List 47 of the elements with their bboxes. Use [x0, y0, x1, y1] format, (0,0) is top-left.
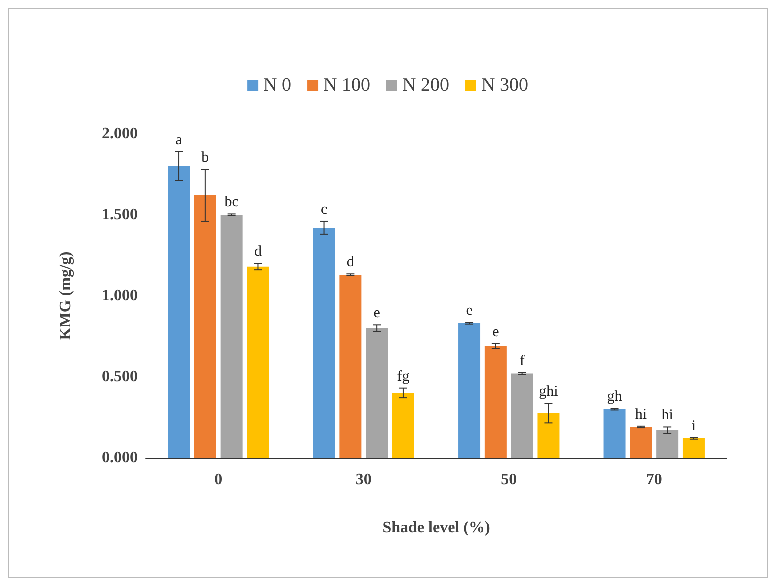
- bar: [366, 328, 388, 458]
- bar: [511, 374, 534, 458]
- bar: [458, 324, 481, 458]
- x-tick-label: 70: [646, 472, 662, 488]
- legend-label: N 200: [402, 75, 450, 96]
- y-axis-title: KMG (mg/g): [58, 252, 74, 340]
- data-label: i: [692, 418, 696, 434]
- bar: [194, 196, 216, 458]
- data-label: bc: [224, 194, 240, 211]
- data-label: e: [492, 324, 500, 340]
- bar: [630, 427, 652, 458]
- bar: [168, 166, 190, 458]
- data-label: f: [520, 353, 525, 370]
- x-tick-label: 50: [501, 472, 518, 488]
- bar: [538, 413, 560, 458]
- bar: [484, 346, 507, 458]
- bar: [682, 438, 705, 458]
- bar: [313, 228, 336, 458]
- legend-label: N 0: [264, 75, 292, 96]
- bar: [656, 430, 679, 458]
- data-label: hi: [635, 406, 648, 423]
- data-label: hi: [662, 408, 674, 424]
- legend-label: N 100: [324, 75, 371, 96]
- bar: [604, 409, 626, 458]
- data-label: gh: [607, 389, 623, 406]
- data-label: b: [202, 150, 210, 166]
- data-label: c: [320, 202, 328, 218]
- data-label: ghi: [539, 384, 558, 400]
- y-tick-label: 0.500: [102, 368, 138, 386]
- x-tick-label: 0: [214, 472, 223, 488]
- y-tick-label: 2.000: [102, 126, 138, 142]
- bar: [340, 274, 362, 458]
- x-tick-label: 30: [356, 472, 372, 488]
- bar: [220, 215, 243, 458]
- bar: [247, 266, 270, 458]
- data-label: fg: [397, 368, 410, 385]
- legend-label: N 300: [481, 75, 528, 96]
- data-label: d: [254, 244, 262, 260]
- x-axis-title: Shade level (%): [382, 520, 490, 536]
- y-tick-label: 0.000: [102, 450, 138, 466]
- data-label: e: [466, 303, 474, 320]
- y-tick-label: 1.500: [102, 206, 138, 224]
- data-label: d: [346, 254, 355, 271]
- data-label: a: [176, 132, 183, 148]
- bar: [392, 393, 414, 458]
- data-label: e: [374, 306, 381, 322]
- y-tick-label: 1.000: [102, 288, 138, 304]
